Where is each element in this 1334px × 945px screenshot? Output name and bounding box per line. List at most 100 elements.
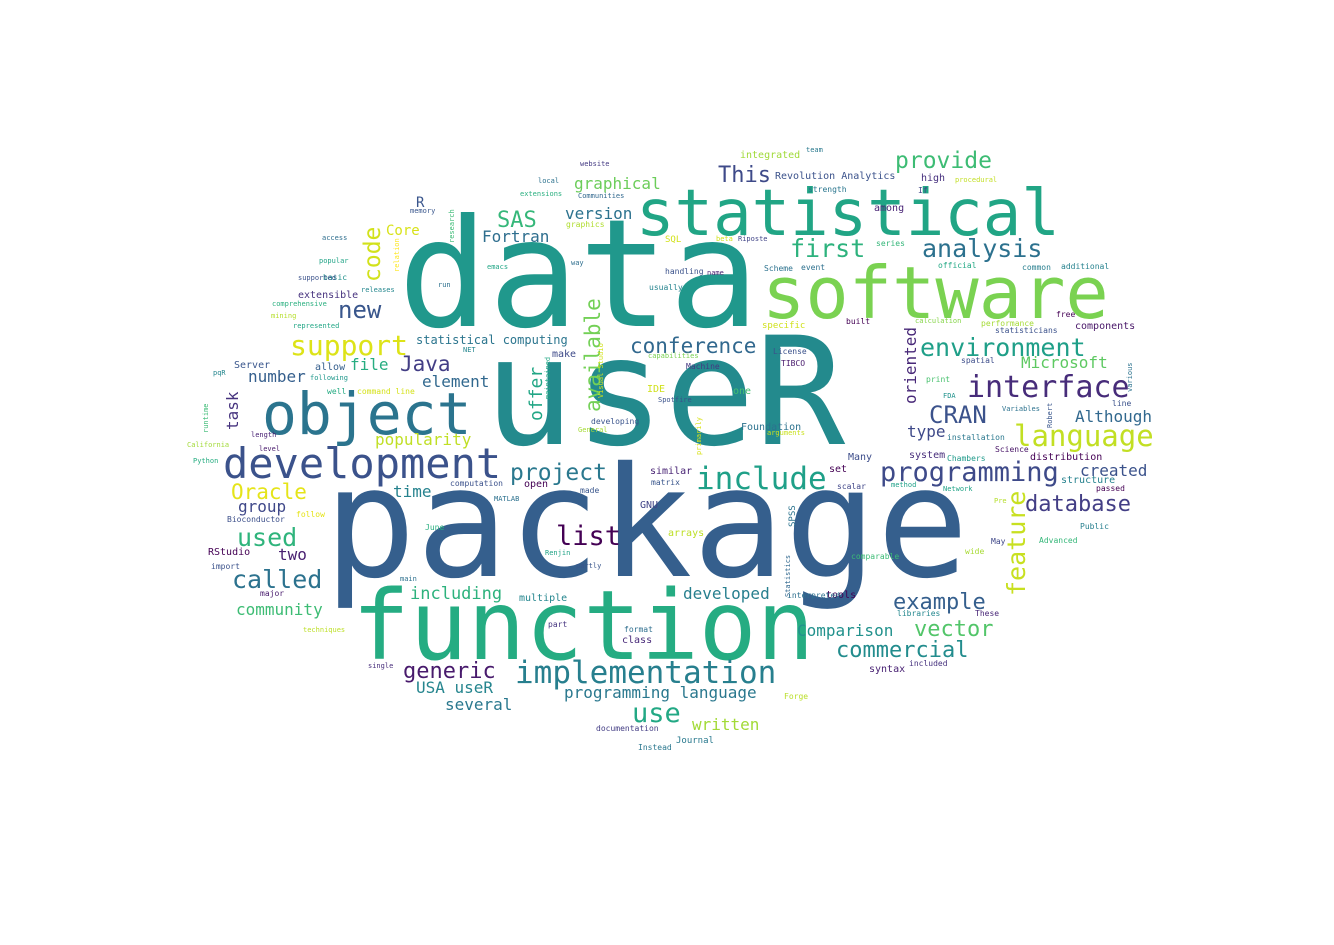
word: documentation	[596, 724, 659, 733]
word: relation	[393, 238, 401, 272]
word: If	[918, 186, 928, 195]
word: represented	[293, 322, 340, 330]
word: Pre	[994, 497, 1007, 505]
word: handling	[665, 267, 704, 276]
word: follow	[296, 510, 325, 519]
word: access	[322, 234, 348, 242]
word: class	[622, 635, 653, 646]
word: FDA	[943, 392, 956, 400]
word: oriented	[901, 326, 920, 404]
word: Core	[386, 223, 420, 239]
word: Spotfire	[658, 396, 692, 404]
word: series	[876, 239, 905, 248]
word: support	[290, 329, 409, 362]
word: main	[400, 575, 417, 583]
word: environment	[920, 333, 1086, 362]
word: Variables	[1002, 405, 1040, 413]
word: written	[692, 715, 760, 734]
word: spatial	[961, 356, 995, 365]
word: free	[1056, 310, 1076, 319]
word: interface	[967, 370, 1130, 405]
word: basic	[323, 273, 348, 282]
word: new	[338, 296, 382, 324]
word: programming	[880, 457, 1059, 488]
word: included	[909, 659, 948, 668]
word: syntax	[869, 664, 906, 675]
word: Although	[1075, 407, 1153, 426]
word: Visual Studio	[597, 343, 605, 398]
word: single	[368, 662, 394, 670]
word: example	[893, 590, 986, 615]
word: first	[790, 234, 866, 263]
word: scalar	[837, 482, 866, 491]
word: level	[259, 445, 281, 453]
word: popular	[319, 257, 349, 265]
word: two	[278, 545, 307, 564]
word: provide	[895, 148, 992, 174]
word: type	[907, 422, 946, 441]
word: make	[552, 349, 577, 360]
word: multiple	[519, 593, 568, 604]
word: passed	[1096, 484, 1125, 493]
word: function	[352, 570, 815, 682]
word: computation	[450, 479, 503, 488]
word: file	[350, 355, 389, 374]
word: built	[846, 317, 871, 326]
word: version	[565, 204, 633, 223]
word: list	[556, 521, 622, 552]
word: developed	[683, 584, 770, 603]
word: Forge	[784, 692, 809, 701]
word: comparable	[851, 552, 900, 561]
word: research	[448, 209, 456, 243]
word: include	[696, 461, 827, 497]
word: RStudio	[208, 547, 251, 558]
word: components	[1075, 321, 1136, 332]
word: statisticians	[995, 326, 1058, 335]
word: integrated	[740, 150, 801, 161]
word: usually	[649, 283, 683, 292]
word: community	[236, 600, 323, 619]
word: Instead	[638, 743, 672, 752]
word: team	[806, 146, 823, 154]
word: installation	[947, 433, 1005, 442]
word: one	[733, 386, 752, 397]
word: well	[327, 387, 347, 396]
word: method	[891, 481, 917, 489]
word: number	[248, 367, 306, 386]
word: package	[324, 435, 969, 613]
word: extensible	[298, 290, 359, 301]
word: MATLAB	[494, 495, 520, 503]
word: used	[237, 523, 298, 552]
word: interpreted	[787, 591, 840, 600]
word: California	[187, 441, 230, 449]
word: libraries	[897, 609, 941, 618]
word: Statistics	[784, 554, 792, 597]
word: procedural	[955, 176, 998, 184]
word: primarily	[695, 417, 703, 455]
word: part	[548, 620, 568, 629]
word: SAS	[497, 208, 537, 233]
word: code	[360, 226, 386, 282]
word: feature	[1002, 490, 1031, 596]
word: including	[410, 584, 503, 604]
word: commercial	[836, 638, 969, 663]
word: statistical computing	[416, 333, 568, 347]
word: tools	[826, 590, 857, 601]
word: June	[425, 523, 445, 532]
word: Robert	[1046, 402, 1054, 428]
word: command line	[357, 387, 415, 396]
word: Communities	[578, 192, 625, 200]
word: emacs	[487, 263, 509, 271]
word: high	[921, 173, 946, 184]
word: element	[422, 372, 490, 391]
word: open	[524, 479, 549, 490]
word: techniques	[303, 626, 346, 634]
word: This	[718, 163, 771, 188]
word: Renjin	[545, 549, 571, 557]
word: General	[578, 426, 608, 434]
word: event	[801, 263, 826, 272]
word: among	[874, 203, 905, 214]
word: SQL	[665, 235, 682, 245]
word: line	[1112, 399, 1132, 408]
word: major	[260, 589, 285, 598]
